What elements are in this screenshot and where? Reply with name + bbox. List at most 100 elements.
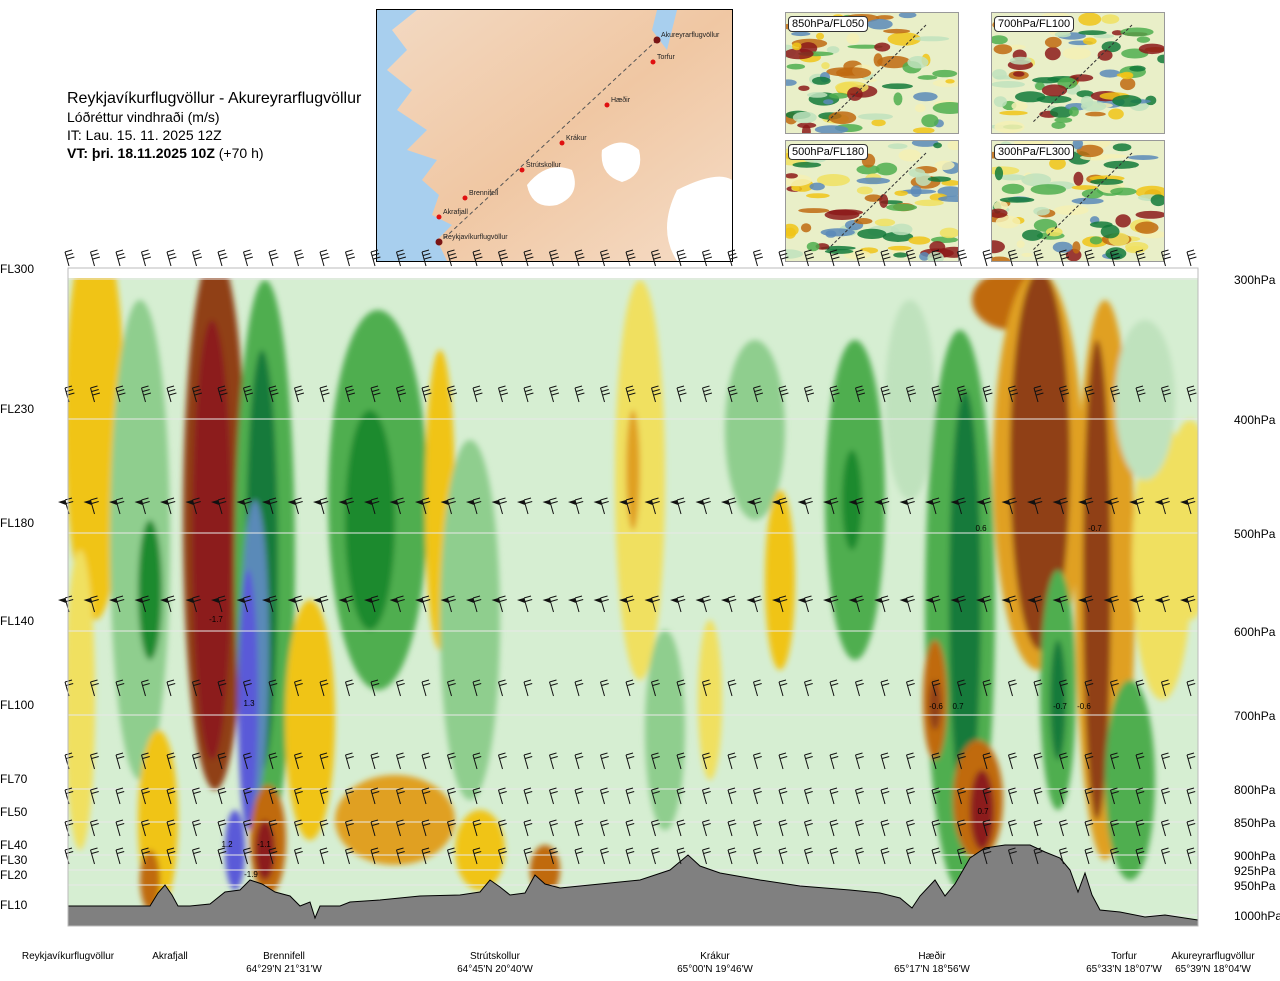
wind-barb: [1110, 752, 1119, 770]
wind-barb: [1027, 497, 1043, 515]
wind-barb: [880, 752, 890, 770]
wind-barb: [702, 249, 713, 267]
wind-barb: [1129, 497, 1145, 515]
inset-field: [1072, 141, 1083, 150]
wind-barb: [64, 249, 75, 267]
wind-barb: [549, 847, 558, 865]
wind-barb: [319, 679, 329, 697]
inset-field: [1120, 27, 1154, 37]
wind-barb: [115, 847, 125, 865]
inset-field: [792, 42, 802, 51]
inset-field: [890, 223, 913, 236]
inset-field: [1127, 155, 1159, 160]
wind-barb: [192, 385, 203, 403]
inset-field: [847, 44, 883, 49]
wind-barb: [574, 752, 584, 770]
inset-field: [1078, 30, 1107, 36]
velocity-blob: [698, 620, 722, 780]
wind-barb: [1186, 847, 1196, 865]
wind-barb: [676, 752, 686, 770]
wind-barb: [906, 819, 915, 837]
flight-level-label: FL140: [0, 614, 35, 628]
wind-barb: [1135, 787, 1145, 805]
inset-field: [871, 119, 886, 127]
wind-barb: [217, 752, 227, 770]
velocity-blob: [1105, 680, 1155, 880]
location-label: Strútskollur 64°45'N 20°40'W: [457, 950, 533, 976]
inset-field: [1021, 252, 1033, 257]
wind-barb: [727, 249, 738, 267]
wind-barb: [90, 249, 101, 267]
wind-barb: [192, 249, 203, 267]
wind-barb: [421, 819, 431, 837]
wind-barb: [906, 752, 915, 770]
wind-barb: [880, 787, 890, 805]
wind-barb: [568, 497, 584, 515]
inset-field: [786, 249, 804, 259]
wind-barb: [1033, 787, 1043, 805]
inset-field: [1001, 183, 1025, 194]
inset-field: [1053, 205, 1089, 216]
wind-barb: [217, 787, 227, 805]
inset-field: [786, 173, 798, 179]
inset-field: [1013, 71, 1025, 77]
wind-barb: [593, 497, 609, 515]
wind-barb: [472, 787, 482, 805]
inset-field: [908, 236, 931, 245]
wind-barb: [396, 847, 405, 865]
inset-field: [814, 125, 849, 133]
value-annotation: -0.6: [929, 702, 943, 711]
wind-barb: [676, 249, 687, 267]
wind-barb: [925, 497, 941, 515]
velocity-blob: [645, 630, 685, 830]
wind-barb: [1084, 787, 1094, 805]
inset-field: [1049, 157, 1066, 170]
velocity-blob: [255, 820, 275, 880]
location-label: Akureyrarflugvöllur 65°39'N 18°04'W: [1171, 950, 1254, 976]
wind-barb: [523, 679, 533, 697]
inset-field: [1099, 69, 1121, 78]
wind-barb: [702, 679, 711, 697]
route-waypoints: Akureyrarflugvöllur Torfur Hæðir Krákur Strú…: [435, 32, 720, 246]
wind-barb: [415, 595, 431, 613]
inset-field: [913, 92, 938, 102]
wind-barb: [1059, 679, 1068, 697]
wind-barb: [1033, 847, 1043, 865]
pressure-label: 800hPa: [1234, 783, 1276, 797]
wind-barb: [855, 819, 864, 837]
wind-barb: [1110, 787, 1119, 805]
velocity-blob: [842, 450, 862, 550]
wind-barb: [600, 787, 609, 805]
inset-field: [1069, 74, 1094, 82]
wind-barb: [625, 752, 635, 770]
wind-barb: [1001, 595, 1017, 613]
inset-field: [914, 199, 944, 207]
inset-field: [823, 99, 834, 105]
wind-barb: [651, 385, 662, 403]
wind-barb: [574, 385, 585, 403]
location-label: Reykjavíkurflugvöllur: [22, 950, 114, 963]
inset-field: [993, 96, 1007, 108]
location-name: Brennifell: [263, 951, 305, 962]
inset-field: [913, 36, 950, 42]
wind-barb: [268, 385, 279, 403]
inset-field: [874, 218, 896, 227]
fjord: [652, 10, 677, 50]
wind-barbs: [58, 249, 1197, 865]
wind-barb: [600, 679, 609, 697]
inset-field: [786, 227, 796, 239]
wind-barb: [90, 752, 99, 770]
inset-field: [1021, 173, 1052, 187]
wind-barb: [931, 752, 941, 770]
wind-barb: [141, 787, 150, 805]
waypoint-label: Akureyrarflugvöllur: [661, 32, 720, 39]
wind-barb: [982, 787, 992, 805]
wind-barb: [1161, 249, 1172, 267]
wind-barb: [1008, 787, 1017, 805]
wind-barb: [804, 752, 813, 770]
wind-barb: [447, 847, 456, 865]
inset-route: [825, 152, 927, 252]
velocity-blob: [238, 570, 258, 830]
wind-barb: [268, 679, 278, 697]
